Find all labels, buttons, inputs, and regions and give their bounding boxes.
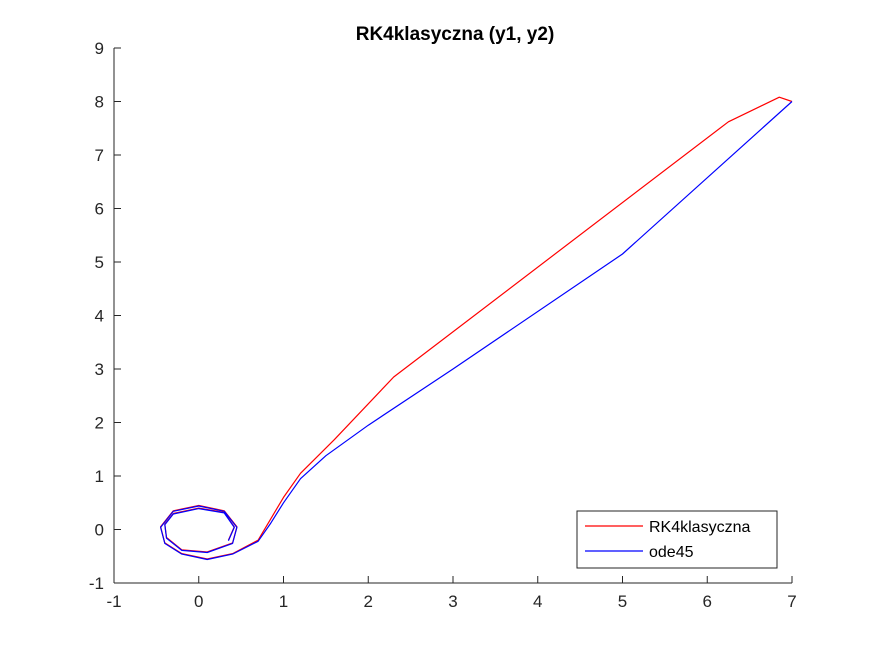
y-tick-label: 5	[95, 253, 104, 272]
legend-label: RK4klasyczna	[649, 519, 750, 536]
y-tick-label: -1	[89, 574, 104, 593]
axes: -1 0 1 2 3 4 5 6 7 -1 0 1 2 3 4 5 6 7 8 9	[89, 39, 797, 611]
y-tick-label: 9	[95, 39, 104, 58]
series-line-rk4klasyczna	[160, 96, 793, 560]
x-tick-label: 6	[703, 592, 712, 611]
x-tick-label: 0	[194, 592, 203, 611]
x-tick-label: 3	[448, 592, 457, 611]
plot-area	[160, 96, 793, 561]
chart-title: RK4klasyczna (y1, y2)	[356, 24, 555, 45]
x-tick-label: 7	[787, 592, 796, 611]
y-tick-label: 6	[95, 200, 104, 219]
x-tick-label: 4	[533, 592, 542, 611]
x-tick-label: 2	[364, 592, 373, 611]
legend-label: ode45	[649, 544, 694, 561]
y-tick-label: 2	[95, 414, 104, 433]
x-tick-label: -1	[106, 592, 121, 611]
y-tick-label: 7	[95, 146, 104, 165]
x-tick-label: 1	[279, 592, 288, 611]
y-tick-label: 1	[95, 467, 104, 486]
y-tick-label: 0	[95, 521, 104, 540]
y-tick-label: 3	[95, 360, 104, 379]
legend: RK4klasyczna ode45	[576, 510, 778, 569]
x-tick-label: 5	[618, 592, 627, 611]
y-tick-label: 4	[95, 307, 104, 326]
legend-box	[576, 510, 778, 569]
y-tick-label: 8	[95, 93, 104, 112]
series-line-ode45	[160, 101, 793, 561]
